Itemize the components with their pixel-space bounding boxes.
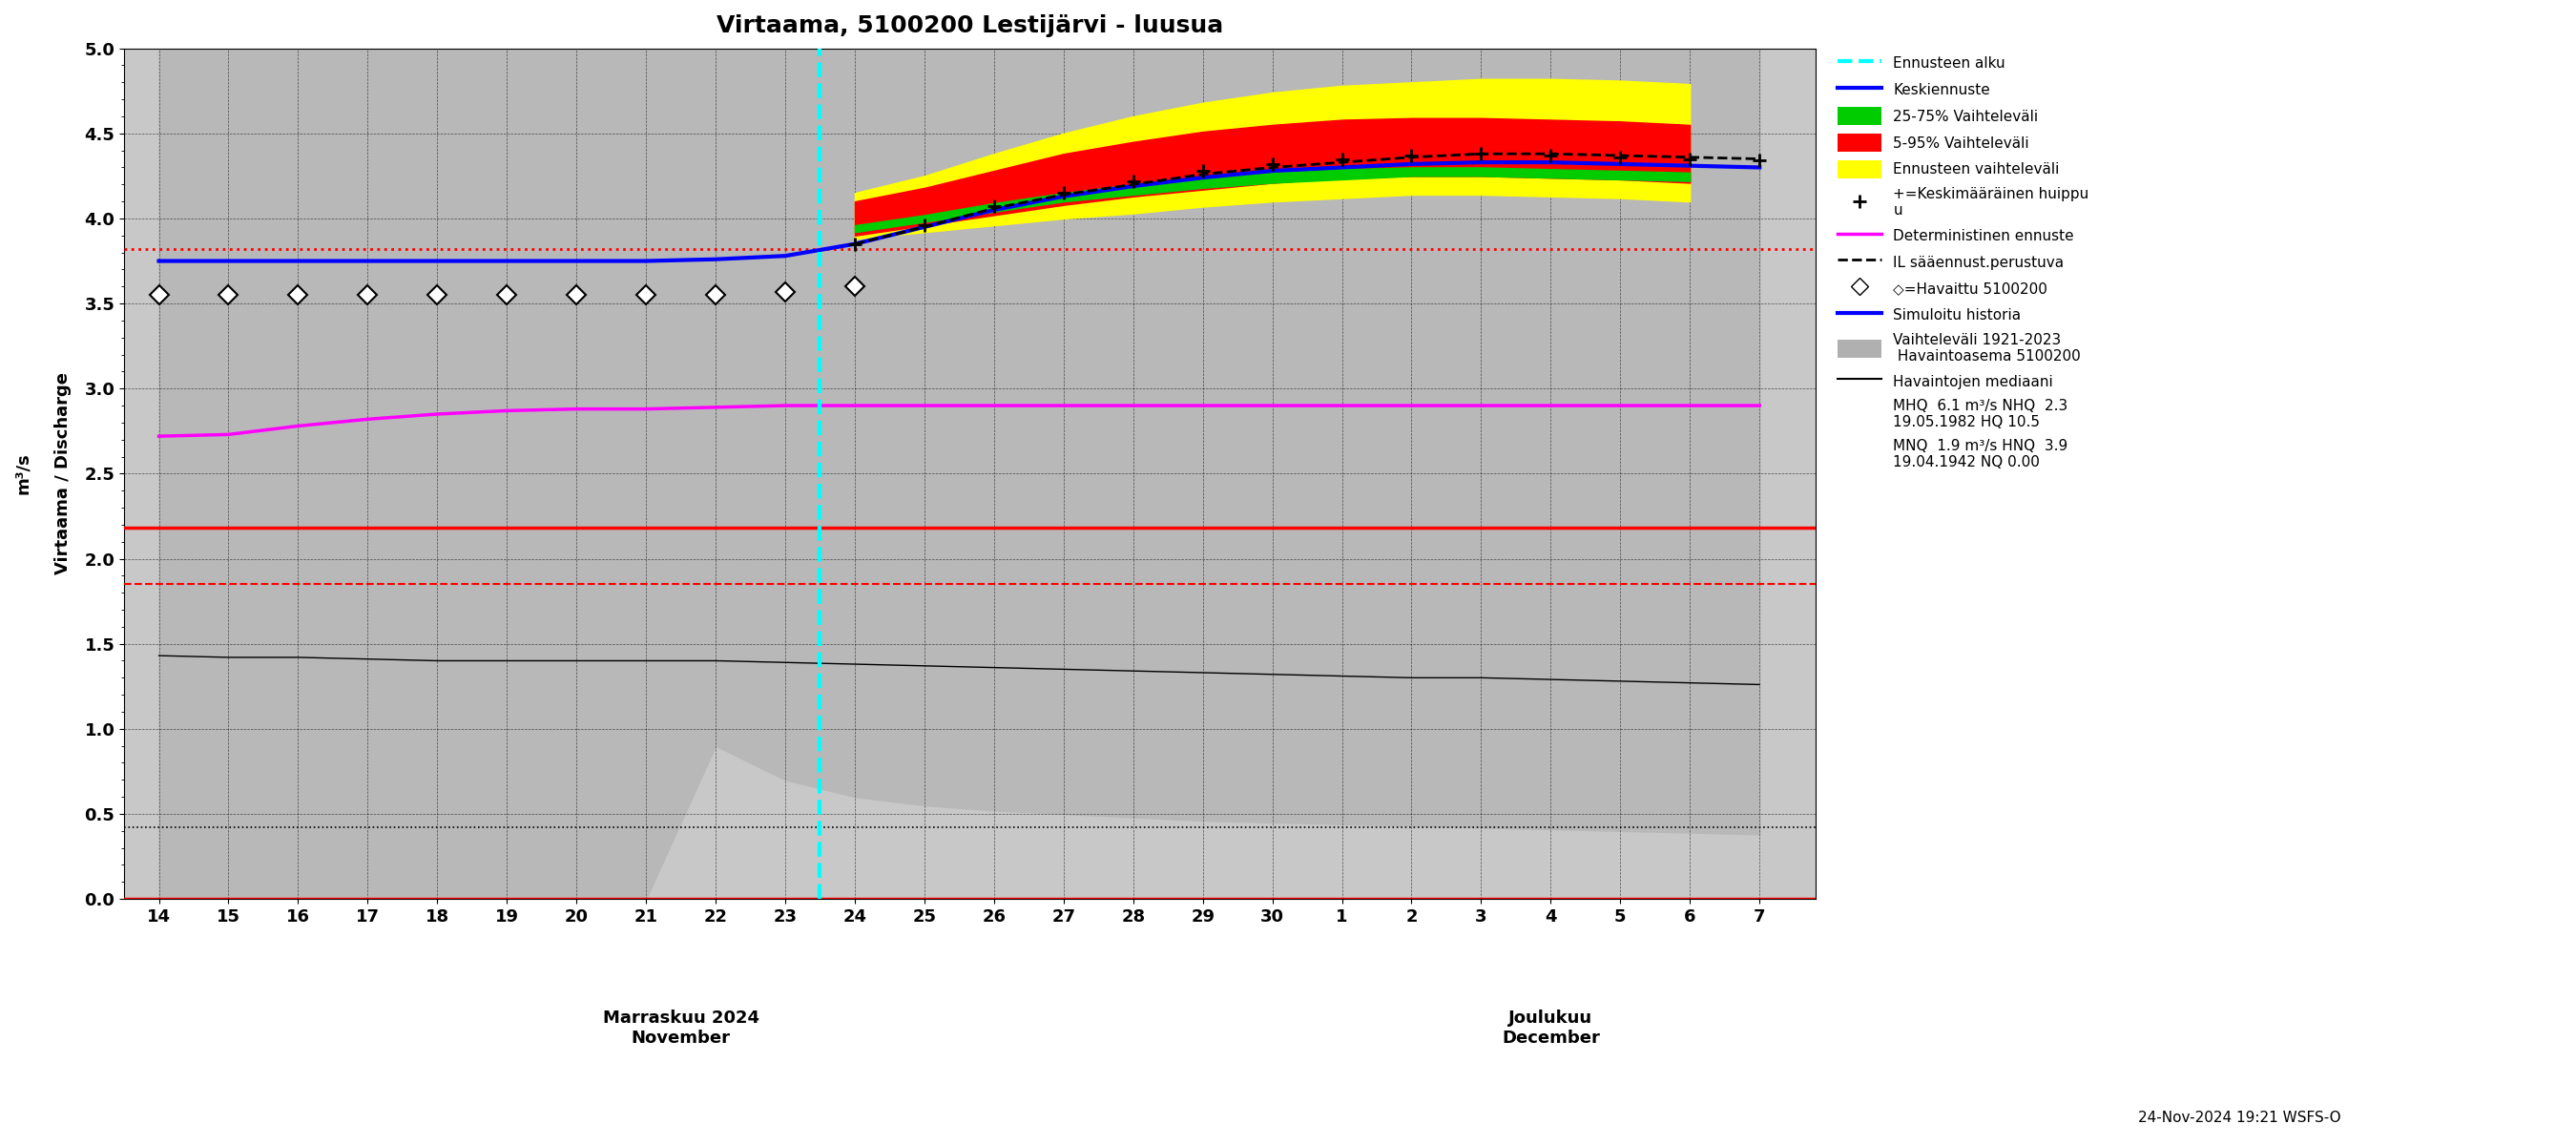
Text: Marraskuu 2024
November: Marraskuu 2024 November [603,1010,760,1047]
Text: 24-Nov-2024 19:21 WSFS-O: 24-Nov-2024 19:21 WSFS-O [2138,1111,2342,1124]
Legend: Ennusteen alku, Keskiennuste, 25-75% Vaihteleväli, 5-95% Vaihteleväli, Ennusteen: Ennusteen alku, Keskiennuste, 25-75% Vai… [1832,48,2094,475]
Y-axis label: m³/s

Virtaama / Discharge: m³/s Virtaama / Discharge [15,372,72,575]
Text: Joulukuu
December: Joulukuu December [1502,1010,1600,1047]
Title: Virtaama, 5100200 Lestijärvi - luusua: Virtaama, 5100200 Lestijärvi - luusua [716,14,1224,37]
